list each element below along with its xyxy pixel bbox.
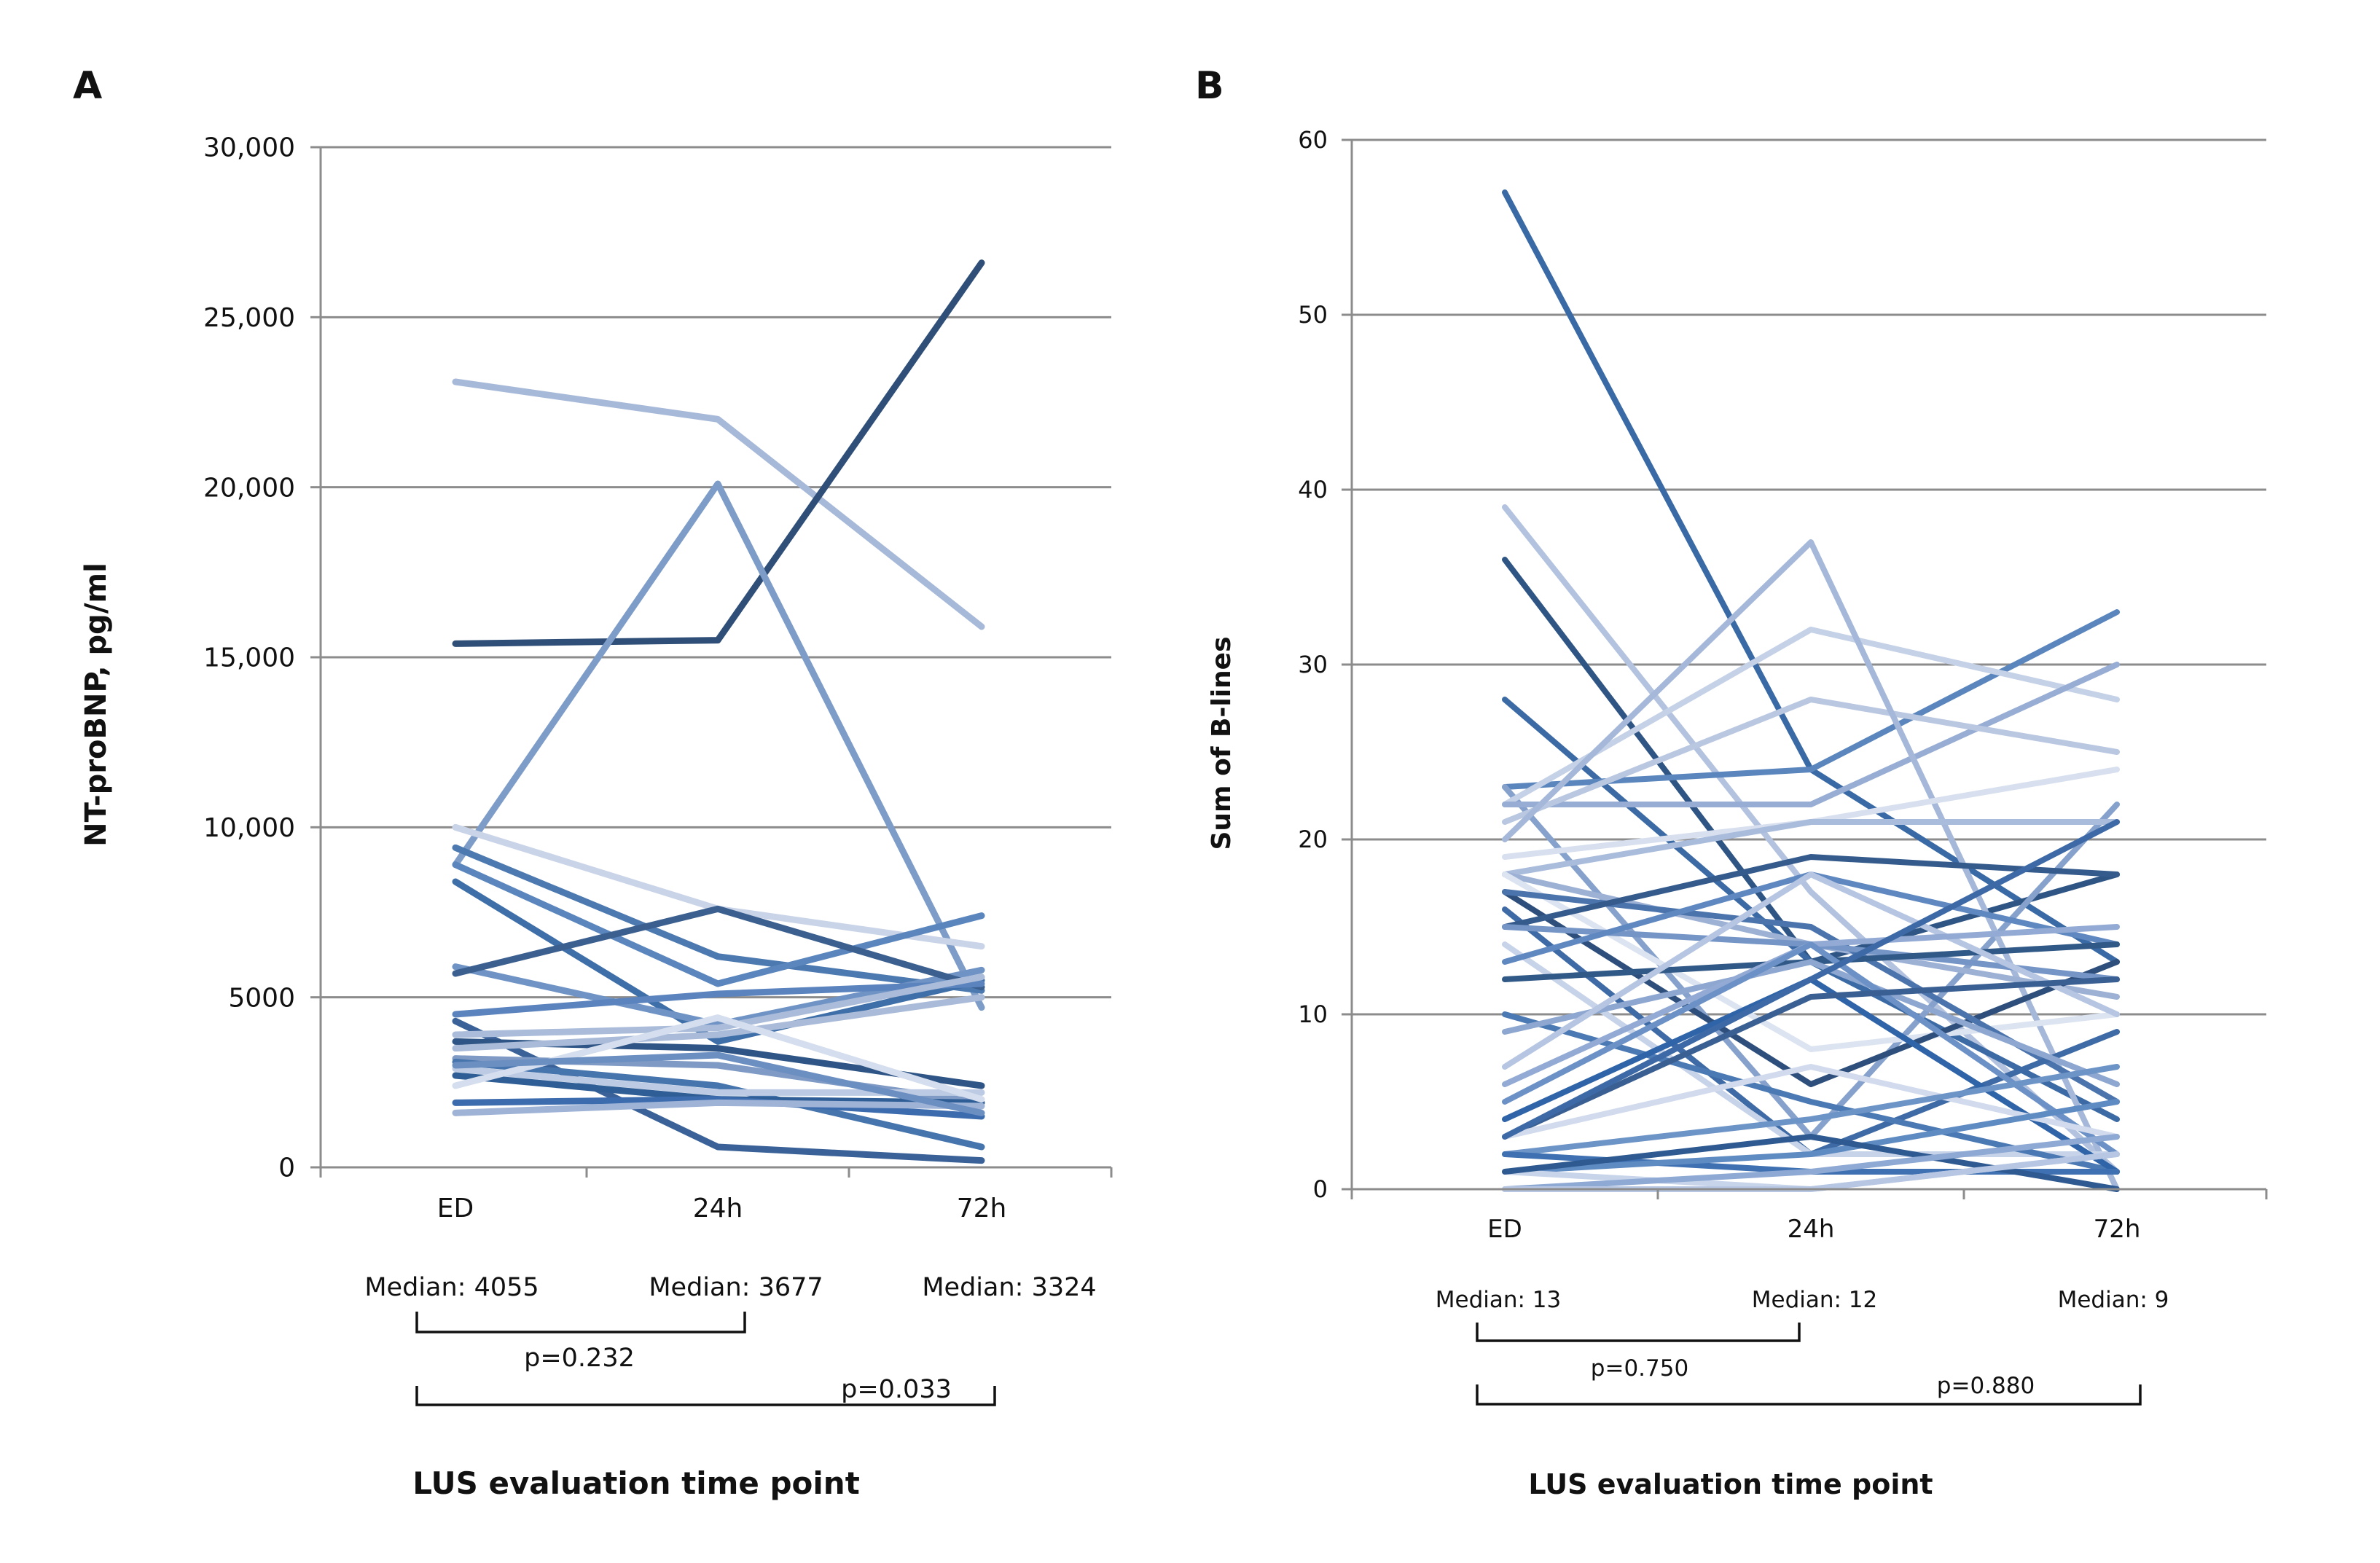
panel-b-series-line bbox=[1502, 819, 2120, 877]
panel-b-y-ticks: 0 10 20 30 40 50 60 bbox=[1298, 126, 1328, 1203]
panel-a-median-24h: Median: 3677 bbox=[649, 1273, 823, 1302]
panel-b-series-line bbox=[1502, 976, 2120, 1140]
panel-b-series-line bbox=[1502, 1064, 2120, 1157]
panel-a-category-label: 72h bbox=[957, 1194, 1007, 1223]
panel-b-ytick-label: 60 bbox=[1298, 126, 1328, 154]
panel-a-series-line bbox=[452, 994, 985, 1052]
panel-a-axes bbox=[310, 146, 1113, 1178]
panel-a-pvalue-ed-72h: p=0.033 bbox=[841, 1375, 952, 1404]
panel-a-series-line bbox=[452, 980, 985, 1018]
panel-a-ytick-label: 30,000 bbox=[203, 133, 295, 163]
panel-a-bracket-ed-24h bbox=[415, 1312, 746, 1333]
panel-a-ytick-label: 20,000 bbox=[203, 473, 295, 503]
panel-a-median-ed: Median: 4055 bbox=[364, 1273, 539, 1302]
panel-a-letter: A bbox=[73, 64, 102, 108]
panel-b-series-lines bbox=[1502, 189, 2120, 1192]
panel-b-category-label: 72h bbox=[2094, 1215, 2141, 1244]
panel-b-series-line bbox=[1502, 819, 2120, 1140]
panel-b-ytick-label: 0 bbox=[1313, 1175, 1328, 1203]
panel-b-series-line bbox=[1502, 1099, 2120, 1175]
panel-b-series-line bbox=[1502, 1134, 2120, 1192]
panel-b-ytick-label: 30 bbox=[1298, 651, 1328, 678]
panel-b-series-line bbox=[1502, 539, 2120, 1192]
panel-b-series-line bbox=[1502, 871, 2120, 1070]
panel-a-series-line bbox=[452, 1051, 985, 1116]
panel-a-category-label: 24h bbox=[693, 1194, 743, 1223]
panel-b-bracket-ed-24h bbox=[1476, 1323, 1801, 1342]
panel-a-ytick-label: 10,000 bbox=[203, 813, 295, 843]
panel-b-series-line bbox=[1502, 662, 2120, 807]
panel-a-xlabel: LUS evaluation time point bbox=[412, 1465, 860, 1501]
panel-a-bracket-ed-72h bbox=[415, 1386, 996, 1406]
panel-b-x-ticks: ED 24h 72h bbox=[1487, 1215, 2140, 1244]
panel-b-ylabel: Sum of B-lines bbox=[1207, 636, 1237, 850]
panel-a-series-line bbox=[452, 861, 985, 987]
panel-a-series-line bbox=[452, 378, 985, 630]
panel-a-y-ticks: 0 5000 10,000 15,000 20,000 25,000 30,000 bbox=[203, 133, 295, 1183]
panel-b-letter: B bbox=[1195, 64, 1224, 108]
panel-b-series-line bbox=[1502, 959, 2120, 1087]
panel-b-category-label: 24h bbox=[1788, 1215, 1835, 1244]
panel-a-series-line bbox=[452, 1058, 985, 1151]
panel-a-series-line bbox=[452, 1099, 985, 1116]
panel-a: A 0 5000 10,000 15,000 20,000 25,000 30,000 ED… bbox=[73, 64, 1113, 1501]
panel-a-series-line bbox=[452, 844, 985, 994]
panel-a-series-line bbox=[452, 259, 985, 647]
panel-a-series-line bbox=[452, 480, 985, 1011]
panel-b-ytick-label: 40 bbox=[1298, 476, 1328, 504]
panel-a-category-label: ED bbox=[437, 1194, 474, 1223]
panel-b-median-72h: Median: 9 bbox=[2058, 1287, 2169, 1313]
panel-a-series-lines bbox=[452, 259, 985, 1164]
panel-b-pvalue-ed-24h: p=0.750 bbox=[1591, 1355, 1688, 1382]
panel-b-median-24h: Median: 12 bbox=[1752, 1287, 1878, 1313]
panel-a-x-ticks: ED 24h 72h bbox=[437, 1194, 1007, 1223]
panel-b-series-line bbox=[1502, 1134, 2120, 1192]
panel-a-ytick-label: 5000 bbox=[228, 983, 295, 1013]
panel-b-series-line bbox=[1502, 697, 2120, 825]
panel-a-series-line bbox=[452, 905, 985, 991]
panel-b-series-line bbox=[1502, 854, 2120, 930]
panel-b-bracket-ed-72h bbox=[1476, 1384, 2142, 1406]
panel-b-gridlines bbox=[1352, 138, 2266, 1016]
panel-b-pvalue-ed-72h: p=0.880 bbox=[1937, 1373, 2035, 1399]
panel-b-category-label: ED bbox=[1487, 1215, 1522, 1244]
panel-a-series-line bbox=[452, 878, 985, 1045]
panel-a-ytick-label: 25,000 bbox=[203, 303, 295, 333]
panel-b-series-line bbox=[1502, 1064, 2120, 1140]
panel-b-series-line bbox=[1502, 627, 2120, 807]
panel-a-gridlines bbox=[321, 146, 1111, 999]
panel-b-ytick-label: 50 bbox=[1298, 301, 1328, 329]
panel-a-pvalue-ed-24h: p=0.232 bbox=[524, 1344, 635, 1373]
panel-b-axes bbox=[1342, 138, 2268, 1199]
panel-b-median-ed: Median: 13 bbox=[1436, 1287, 1562, 1313]
panel-a-ytick-label: 15,000 bbox=[203, 643, 295, 673]
panel-b-xlabel: LUS evaluation time point bbox=[1528, 1468, 1933, 1500]
panel-b-series-line bbox=[1502, 889, 2120, 1087]
panel-a-median-72h: Median: 3324 bbox=[922, 1273, 1096, 1302]
panel-a-series-line bbox=[452, 974, 985, 1038]
panel-a-ytick-label: 0 bbox=[278, 1153, 295, 1183]
panel-b-ytick-label: 10 bbox=[1298, 1000, 1328, 1028]
panel-a-ylabel: NT-proBNP, pg/ml bbox=[79, 563, 113, 847]
panel-a-series-line bbox=[452, 1096, 985, 1120]
panel-b-series-line bbox=[1502, 504, 2120, 1175]
panel-b-ytick-label: 20 bbox=[1298, 826, 1328, 853]
